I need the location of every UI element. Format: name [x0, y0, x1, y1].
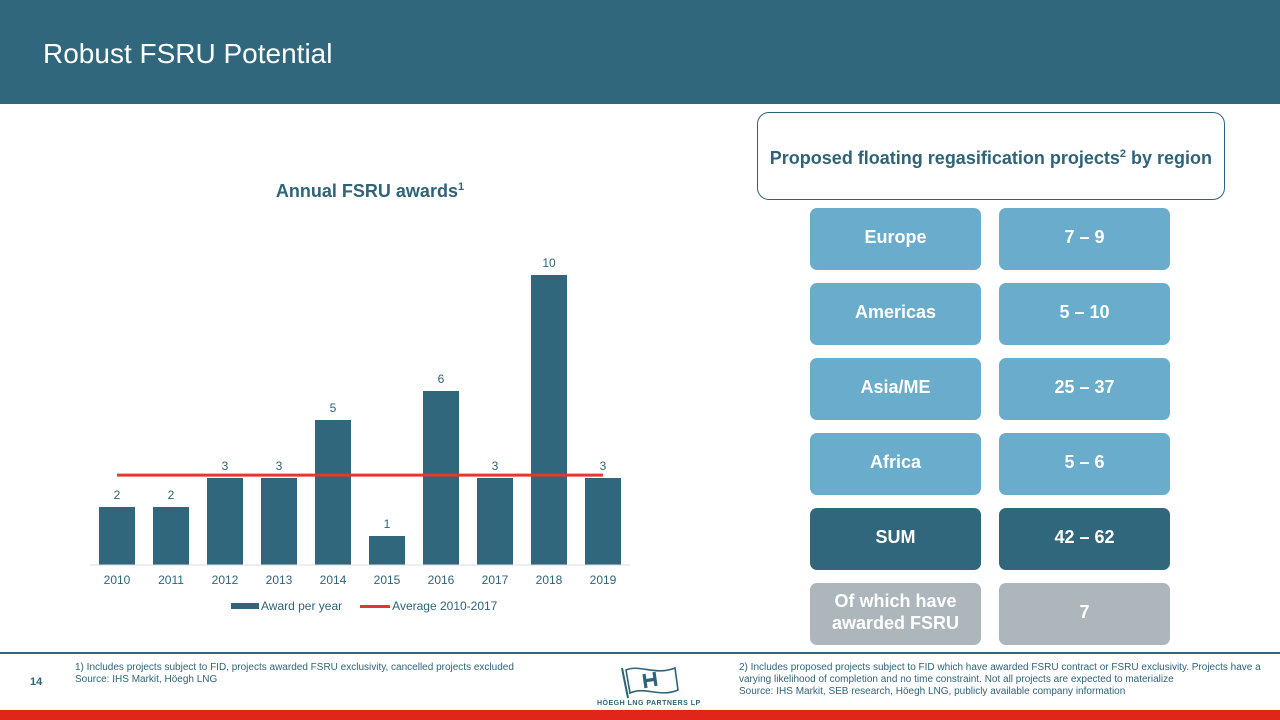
bar-2018 [531, 275, 567, 565]
x-tick-2016: 2016 [428, 573, 455, 587]
bar-2019 [585, 478, 621, 565]
data-label-2011: 2 [168, 488, 175, 502]
awarded-name-label: Of which have awarded FSRU [831, 591, 960, 633]
footnote-1: 1) Includes projects subject to FID, pro… [75, 662, 514, 673]
data-label-2014: 5 [330, 401, 337, 415]
region-value-europe: 7 – 9 [999, 208, 1170, 270]
region-name-awarded: Of which have awarded FSRU [810, 583, 981, 645]
region-name-europe: Europe [810, 208, 981, 270]
footer-divider [0, 652, 1280, 654]
x-tick-2019: 2019 [590, 573, 617, 587]
legend-bar-swatch [231, 603, 259, 609]
footnote-1-source: Source: IHS Markit, Höegh LNG [75, 674, 218, 685]
data-label-2019: 3 [600, 459, 607, 473]
region-name-africa: Africa [810, 433, 981, 495]
bar-2011 [153, 507, 189, 565]
legend-item-average: Average 2010-2017 [360, 599, 497, 613]
region-name-label: Europe [864, 226, 927, 247]
page-number: 14 [30, 676, 43, 688]
region-value-label: 5 – 6 [1064, 451, 1105, 472]
x-tick-2015: 2015 [374, 573, 401, 587]
legend-average-label: Average 2010-2017 [392, 599, 498, 613]
data-label-2018: 10 [542, 256, 556, 270]
legend-item-award: Award per year [231, 599, 342, 613]
region-table-title: Proposed floating regasification project… [770, 148, 1212, 169]
legend-line-swatch [360, 604, 391, 608]
data-label-2016: 6 [438, 372, 445, 386]
chart-title: Annual FSRU awards1 [180, 181, 560, 202]
header-bar: Robust FSRU Potential [0, 0, 1280, 104]
data-label-2013: 3 [276, 459, 283, 473]
logo-wordmark: HÖEGH LNG PARTNERS LP [597, 700, 701, 707]
region-value-label: 25 – 37 [1054, 376, 1115, 397]
footnote-2: 2) Includes proposed projects subject to… [739, 662, 1261, 685]
region-table-header: Proposed floating regasification project… [757, 112, 1225, 200]
region-name-asia-me: Asia/ME [810, 358, 981, 420]
x-tick-2013: 2013 [266, 573, 293, 587]
bar-2013 [261, 478, 297, 565]
region-value-label: 5 – 10 [1059, 301, 1110, 322]
data-label-2015: 1 [384, 517, 391, 531]
bar-2010 [99, 507, 135, 565]
footnote-left: 1) Includes projects subject to FID, pro… [75, 662, 514, 686]
region-name-label: Americas [854, 301, 937, 322]
region-value-sum: 42 – 62 [999, 508, 1170, 570]
data-label-2012: 3 [222, 459, 229, 473]
bar-2017 [477, 478, 513, 565]
region-name-sum: SUM [810, 508, 981, 570]
region-value-asia-me: 25 – 37 [999, 358, 1170, 420]
region-value-africa: 5 – 6 [999, 433, 1170, 495]
region-title-suffix: by region [1125, 148, 1212, 168]
region-name-label: Africa [869, 451, 922, 472]
footer-accent-bar [0, 710, 1280, 720]
x-tick-2014: 2014 [320, 573, 347, 587]
footnote-right: 2) Includes proposed projects subject to… [739, 662, 1274, 698]
x-tick-2011: 2011 [158, 573, 184, 587]
hoegh-flag-logo-icon [621, 666, 679, 699]
awarded-value-label: 7 [1079, 601, 1090, 622]
region-title-footnote-mark: 2 [1119, 148, 1126, 160]
x-tick-2010: 2010 [104, 573, 131, 587]
region-value-awarded: 7 [999, 583, 1170, 645]
region-name-label: Asia/ME [860, 376, 931, 397]
bar-chart: 2 2010 2 2011 3 2012 3 2013 5 2014 1 2015 6 2016 3 2017… [90, 256, 630, 587]
x-tick-2018: 2018 [536, 573, 563, 587]
region-value-label: 7 – 9 [1064, 226, 1105, 247]
region-value-americas: 5 – 10 [999, 283, 1170, 345]
sum-value-label: 42 – 62 [1054, 526, 1115, 547]
legend-award-label: Award per year [261, 599, 343, 613]
page-title: Robust FSRU Potential [43, 38, 333, 69]
sum-name-label: SUM [875, 526, 916, 547]
region-name-americas: Americas [810, 283, 981, 345]
x-tick-2017: 2017 [482, 573, 509, 587]
bar-2016 [423, 391, 459, 565]
chart-title-text: Annual FSRU awards [275, 181, 458, 201]
data-label-2010: 2 [114, 488, 121, 502]
bar-2015 [369, 536, 405, 565]
bar-2014 [315, 420, 351, 565]
region-title-text: Proposed floating regasification project… [769, 148, 1120, 168]
chart-legend: Award per year Average 2010-2017 [231, 599, 515, 613]
bar-2012 [207, 478, 243, 565]
chart-title-footnote-mark: 1 [457, 181, 465, 193]
footnote-2-source: Source: IHS Markit, SEB research, Höegh … [739, 686, 1126, 697]
data-label-2017: 3 [492, 459, 499, 473]
x-tick-2012: 2012 [212, 573, 239, 587]
